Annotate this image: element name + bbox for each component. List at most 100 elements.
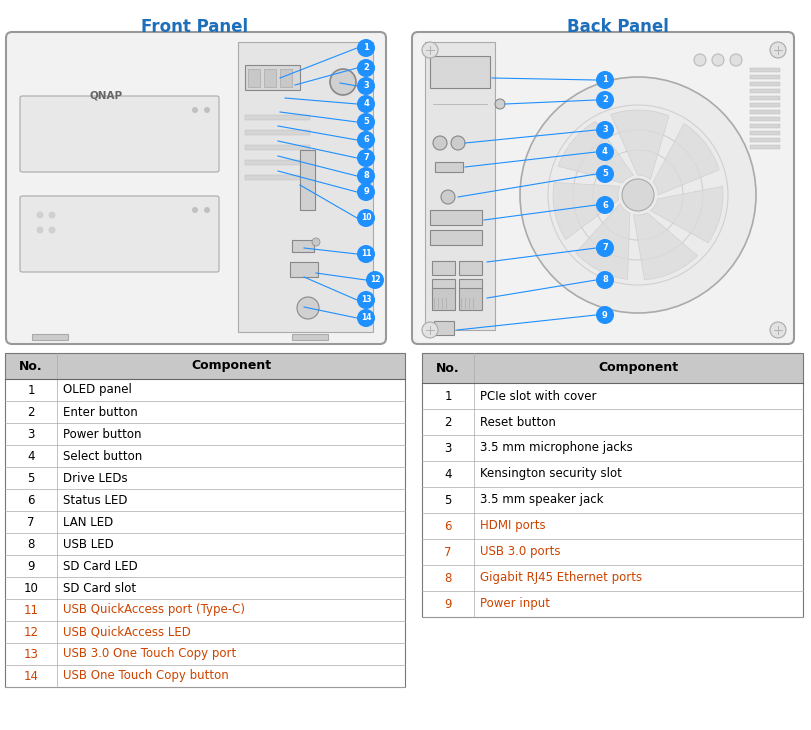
- Bar: [750, 124, 780, 128]
- Bar: [750, 89, 780, 93]
- Bar: [5, 577, 405, 599]
- Text: 8: 8: [602, 275, 608, 285]
- Text: 12: 12: [370, 275, 380, 285]
- Circle shape: [596, 165, 614, 183]
- Text: 2: 2: [444, 415, 452, 429]
- Circle shape: [357, 167, 375, 185]
- Circle shape: [330, 69, 356, 95]
- Bar: [292, 334, 328, 340]
- Text: SD Card LED: SD Card LED: [63, 559, 138, 572]
- Text: USB QuickAccess LED: USB QuickAccess LED: [63, 626, 191, 639]
- Text: USB QuickAccess port (Type-C): USB QuickAccess port (Type-C): [63, 604, 245, 617]
- Text: Enter button: Enter button: [63, 405, 138, 418]
- Polygon shape: [650, 186, 723, 243]
- Bar: [290, 262, 318, 277]
- Text: Power button: Power button: [63, 428, 141, 440]
- Text: Component: Component: [191, 359, 271, 372]
- Bar: [5, 489, 405, 511]
- Circle shape: [770, 42, 786, 58]
- Text: Select button: Select button: [63, 450, 142, 463]
- Text: 5: 5: [444, 493, 452, 507]
- Bar: [422, 539, 803, 565]
- Text: 1: 1: [363, 44, 369, 53]
- Circle shape: [357, 291, 375, 309]
- Circle shape: [596, 121, 614, 139]
- Text: 9: 9: [363, 188, 369, 196]
- Circle shape: [357, 131, 375, 149]
- Bar: [750, 145, 780, 149]
- Text: SD Card slot: SD Card slot: [63, 582, 136, 594]
- Circle shape: [770, 322, 786, 338]
- Text: 10: 10: [24, 582, 38, 594]
- Circle shape: [49, 226, 55, 234]
- Text: Status LED: Status LED: [63, 493, 127, 507]
- Bar: [422, 409, 803, 435]
- Bar: [5, 621, 405, 643]
- Circle shape: [433, 136, 447, 150]
- Bar: [422, 461, 803, 487]
- Bar: [432, 261, 455, 275]
- Text: Back Panel: Back Panel: [567, 18, 669, 36]
- Text: Front Panel: Front Panel: [141, 18, 248, 36]
- Text: 3: 3: [28, 428, 35, 440]
- Bar: [430, 230, 482, 245]
- Bar: [750, 82, 780, 86]
- Bar: [422, 353, 803, 617]
- Circle shape: [192, 107, 198, 113]
- Text: PCIe slot with cover: PCIe slot with cover: [480, 390, 597, 402]
- Circle shape: [312, 238, 320, 246]
- Circle shape: [357, 309, 375, 327]
- Bar: [245, 115, 310, 120]
- Circle shape: [451, 136, 465, 150]
- Circle shape: [596, 91, 614, 109]
- Circle shape: [192, 207, 198, 213]
- Text: 6: 6: [602, 201, 608, 210]
- Text: 8: 8: [363, 172, 369, 180]
- Polygon shape: [654, 123, 719, 195]
- Text: 6: 6: [444, 520, 452, 532]
- Text: 2: 2: [363, 64, 369, 72]
- Circle shape: [520, 77, 756, 313]
- Circle shape: [204, 107, 210, 113]
- Text: 8: 8: [444, 572, 452, 585]
- Circle shape: [422, 42, 438, 58]
- Bar: [750, 117, 780, 121]
- Circle shape: [357, 95, 375, 113]
- FancyBboxPatch shape: [20, 96, 219, 172]
- Text: 7: 7: [363, 153, 369, 163]
- Polygon shape: [576, 204, 630, 280]
- Bar: [5, 401, 405, 423]
- Circle shape: [495, 99, 505, 109]
- Bar: [264, 69, 276, 87]
- Circle shape: [622, 179, 654, 211]
- Text: 4: 4: [602, 147, 608, 156]
- Circle shape: [297, 297, 319, 319]
- Text: 6: 6: [28, 493, 35, 507]
- Text: USB One Touch Copy button: USB One Touch Copy button: [63, 669, 229, 683]
- Text: 1: 1: [28, 383, 35, 396]
- Bar: [750, 68, 780, 72]
- Text: 9: 9: [444, 597, 452, 610]
- Polygon shape: [553, 182, 620, 239]
- Bar: [5, 467, 405, 489]
- Bar: [750, 75, 780, 79]
- FancyBboxPatch shape: [6, 32, 386, 344]
- Polygon shape: [633, 212, 697, 280]
- Text: 11: 11: [361, 250, 371, 258]
- Circle shape: [712, 54, 724, 66]
- Text: 3: 3: [444, 442, 452, 455]
- Circle shape: [357, 209, 375, 227]
- Text: 4: 4: [444, 467, 452, 480]
- Bar: [5, 533, 405, 555]
- Bar: [245, 175, 310, 180]
- Text: Gigabit RJ45 Ethernet ports: Gigabit RJ45 Ethernet ports: [480, 572, 642, 585]
- Circle shape: [357, 39, 375, 57]
- Circle shape: [596, 306, 614, 324]
- Circle shape: [596, 143, 614, 161]
- Text: 10: 10: [361, 213, 371, 223]
- Text: 9: 9: [28, 559, 35, 572]
- Text: 3.5 mm speaker jack: 3.5 mm speaker jack: [480, 493, 603, 507]
- Circle shape: [441, 190, 455, 204]
- Text: Component: Component: [599, 361, 679, 374]
- Bar: [32, 334, 68, 340]
